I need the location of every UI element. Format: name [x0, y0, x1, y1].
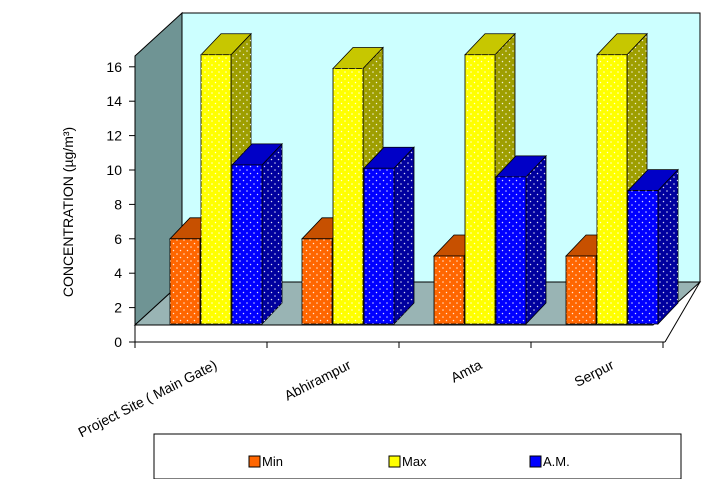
bar-am [231, 142, 283, 325]
x-ticks [134, 342, 664, 348]
legend: Min Max A.M. [248, 454, 570, 469]
bar-am [363, 146, 415, 325]
y-tick-label: 4 [114, 265, 122, 281]
y-tick-label: 8 [114, 196, 122, 212]
bar-am [495, 154, 547, 325]
y-tick-label: 14 [106, 93, 122, 109]
bar-am [627, 168, 679, 325]
bars [169, 32, 679, 325]
legend-swatch [529, 455, 542, 468]
category-label: Abhirampur [282, 356, 354, 403]
y-tick-label: 6 [114, 231, 122, 247]
bar-max [464, 32, 516, 325]
category-labels: Project Site ( Main Gate) Abhirampur Amta S… [76, 356, 617, 440]
legend-label: A.M. [543, 454, 570, 469]
y-tick-label: 2 [114, 300, 122, 316]
y-axis-title: CONCENTRATION (µg/m³) [60, 127, 76, 297]
y-tick-label: 16 [106, 59, 122, 75]
legend-label: Max [402, 454, 427, 469]
y-tick-label: 0 [114, 334, 122, 350]
category-label: Serpur [572, 356, 617, 389]
category-label: Project Site ( Main Gate) [76, 356, 220, 440]
y-tick-label: 12 [106, 128, 122, 144]
legend-swatch [248, 455, 261, 468]
legend-label: Min [262, 454, 283, 469]
x-axis-depth [664, 281, 701, 343]
y-ticks: 0 2 4 6 8 10 12 14 16 [106, 59, 135, 350]
legend-box [153, 433, 682, 479]
category-label: Amta [448, 356, 485, 385]
y-tick-label: 10 [106, 162, 122, 178]
legend-swatch [388, 455, 401, 468]
